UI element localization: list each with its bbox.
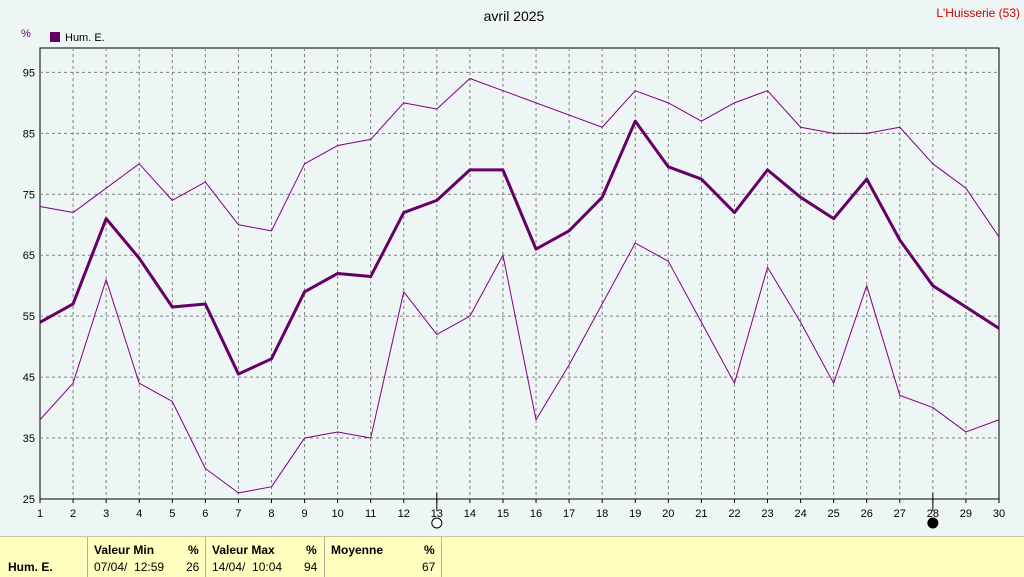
y-tick-label: 95 bbox=[23, 67, 35, 79]
x-tick-label: 3 bbox=[103, 508, 109, 520]
y-tick-label: 35 bbox=[23, 433, 35, 445]
x-tick-label: 29 bbox=[960, 508, 972, 520]
y-tick-label: 85 bbox=[23, 128, 35, 140]
x-tick-label: 8 bbox=[268, 508, 274, 520]
x-tick-label: 21 bbox=[695, 508, 707, 520]
x-tick-label: 20 bbox=[662, 508, 674, 520]
x-tick-label: 14 bbox=[464, 508, 476, 520]
y-tick-label: 25 bbox=[23, 494, 35, 506]
avg-value: 67 bbox=[422, 560, 436, 574]
new-moon-icon bbox=[431, 517, 443, 529]
x-tick-label: 7 bbox=[235, 508, 241, 520]
x-tick-label: 25 bbox=[828, 508, 840, 520]
x-tick-label: 30 bbox=[993, 508, 1005, 520]
x-tick-label: 6 bbox=[202, 508, 208, 520]
full-moon-icon bbox=[927, 517, 939, 529]
avg-unit: % bbox=[424, 543, 435, 557]
y-axis-ticks: 25 35 45 55 65 75 85 95 bbox=[23, 67, 35, 506]
series-line-max bbox=[39, 77, 1000, 238]
x-tick-label: 12 bbox=[398, 508, 410, 520]
x-axis-ticks: 1 2 3 4 5 6 7 8 9 10 11 12 13 14 15 16 17 18 19 20 21 22 23 24 2… bbox=[37, 499, 1005, 520]
series-line-min bbox=[39, 242, 1000, 494]
min-unit: % bbox=[188, 543, 199, 557]
moon-markers bbox=[431, 493, 939, 529]
series-lines bbox=[39, 77, 1000, 494]
location-label: L'Huisserie (53) bbox=[936, 6, 1020, 20]
avg-header: Moyenne bbox=[331, 543, 384, 557]
legend-swatch bbox=[50, 32, 60, 42]
legend-label: Hum. E. bbox=[65, 32, 105, 44]
min-date: 07/04/ 12:59 bbox=[94, 560, 165, 574]
x-tick-label: 19 bbox=[629, 508, 641, 520]
x-tick-label: 2 bbox=[70, 508, 76, 520]
min-value: 26 bbox=[186, 560, 200, 574]
x-tick-label: 18 bbox=[596, 508, 608, 520]
max-header: Valeur Max bbox=[212, 543, 275, 557]
y-tick-label: 65 bbox=[23, 250, 35, 262]
x-tick-label: 26 bbox=[861, 508, 873, 520]
max-unit: % bbox=[306, 543, 317, 557]
x-tick-label: 15 bbox=[497, 508, 509, 520]
x-tick-label: 28 bbox=[927, 508, 939, 520]
y-unit-label: % bbox=[21, 28, 31, 40]
y-tick-label: 45 bbox=[23, 372, 35, 384]
stats-footer: Hum. E. Valeur Min % 07/04/ 12:59 26 Val… bbox=[0, 536, 1024, 577]
y-tick-label: 55 bbox=[23, 311, 35, 323]
x-tick-label: 23 bbox=[761, 508, 773, 520]
min-header: Valeur Min bbox=[94, 543, 155, 557]
x-tick-label: 4 bbox=[136, 508, 142, 520]
chart-title: avril 2025 bbox=[484, 8, 545, 24]
max-value: 94 bbox=[304, 560, 318, 574]
stats-row-label: Hum. E. bbox=[8, 560, 53, 574]
x-tick-label: 10 bbox=[331, 508, 343, 520]
x-tick-label: 1 bbox=[37, 508, 43, 520]
y-tick-label: 75 bbox=[23, 189, 35, 201]
series-line-mean bbox=[39, 119, 1000, 376]
x-tick-label: 9 bbox=[301, 508, 307, 520]
x-tick-label: 24 bbox=[794, 508, 806, 520]
x-tick-label: 5 bbox=[169, 508, 175, 520]
x-tick-label: 16 bbox=[530, 508, 542, 520]
x-tick-label: 11 bbox=[365, 508, 376, 520]
x-tick-label: 17 bbox=[563, 508, 575, 520]
x-tick-label: 22 bbox=[728, 508, 740, 520]
x-tick-label: 27 bbox=[894, 508, 906, 520]
max-date: 14/04/ 10:04 bbox=[212, 560, 283, 574]
x-tick-label: 13 bbox=[431, 508, 443, 520]
plot-area bbox=[39, 47, 1000, 500]
